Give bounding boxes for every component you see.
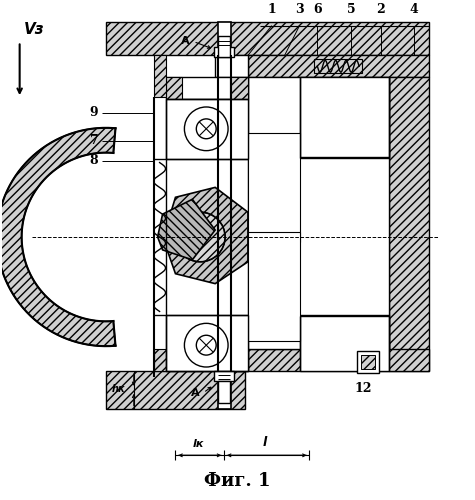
Bar bbox=[314, 60, 362, 73]
Bar bbox=[214, 371, 234, 381]
Bar bbox=[300, 316, 389, 371]
Bar bbox=[166, 316, 248, 371]
Bar bbox=[153, 349, 166, 371]
Bar bbox=[248, 232, 300, 341]
Text: 4: 4 bbox=[409, 2, 418, 16]
Text: 9: 9 bbox=[90, 106, 98, 120]
Polygon shape bbox=[0, 128, 115, 346]
Bar bbox=[248, 349, 428, 371]
Bar bbox=[166, 99, 248, 158]
Text: A: A bbox=[191, 388, 200, 398]
Bar bbox=[218, 36, 230, 58]
Text: Фиг. 1: Фиг. 1 bbox=[204, 472, 270, 490]
Bar bbox=[106, 371, 245, 408]
Bar bbox=[248, 77, 389, 349]
Text: 12: 12 bbox=[354, 382, 371, 396]
Polygon shape bbox=[162, 188, 248, 284]
Bar bbox=[357, 351, 379, 373]
Bar bbox=[230, 77, 248, 99]
Bar bbox=[248, 56, 428, 77]
Text: 7: 7 bbox=[90, 134, 98, 147]
Text: 1: 1 bbox=[267, 2, 276, 16]
Text: hк: hк bbox=[112, 384, 126, 394]
Bar bbox=[218, 371, 231, 408]
Circle shape bbox=[175, 212, 225, 262]
Bar bbox=[218, 381, 230, 402]
Circle shape bbox=[184, 324, 228, 367]
Text: 2: 2 bbox=[377, 2, 385, 16]
Bar bbox=[214, 48, 234, 58]
Bar bbox=[166, 77, 182, 99]
Text: 6: 6 bbox=[313, 2, 322, 16]
Bar bbox=[153, 56, 166, 97]
Text: 3: 3 bbox=[295, 2, 304, 16]
Circle shape bbox=[196, 335, 216, 355]
Bar bbox=[300, 77, 389, 156]
Text: A: A bbox=[181, 36, 190, 46]
Bar bbox=[389, 77, 428, 371]
Bar bbox=[106, 22, 428, 56]
Polygon shape bbox=[158, 200, 215, 260]
Text: lк: lк bbox=[192, 440, 204, 450]
Bar bbox=[248, 133, 300, 242]
Bar bbox=[215, 349, 248, 371]
Bar bbox=[218, 22, 231, 56]
Text: 8: 8 bbox=[90, 154, 98, 167]
Bar bbox=[361, 355, 375, 369]
Text: l: l bbox=[263, 436, 267, 450]
Text: Vз: Vз bbox=[24, 22, 44, 36]
Circle shape bbox=[196, 119, 216, 139]
Circle shape bbox=[184, 107, 228, 150]
Text: 5: 5 bbox=[347, 2, 355, 16]
Bar bbox=[166, 77, 248, 99]
Bar bbox=[215, 56, 248, 77]
